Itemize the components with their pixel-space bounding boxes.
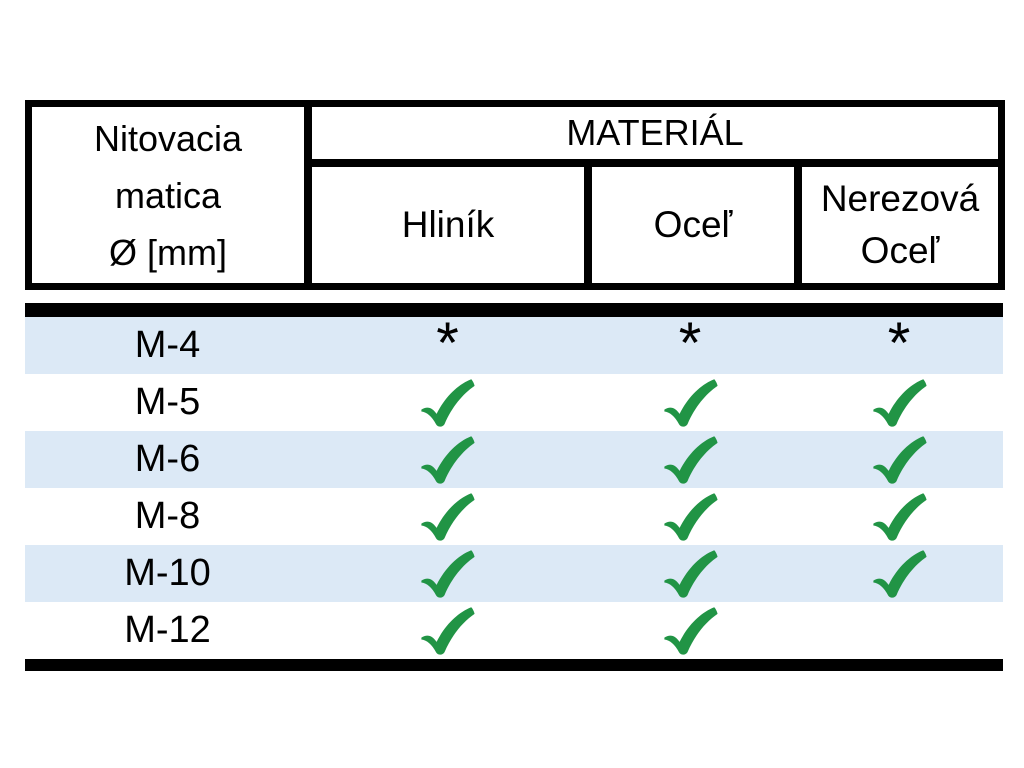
asterisk-mark: * bbox=[887, 311, 911, 376]
asterisk-mark: * bbox=[678, 311, 702, 376]
check-icon bbox=[663, 492, 718, 541]
row-header-cell: Nitovacia matica Ø [mm] bbox=[32, 107, 304, 283]
cell-nerezova bbox=[795, 431, 1003, 488]
cell-hlinik bbox=[310, 602, 585, 659]
cell-hlinik bbox=[310, 374, 585, 431]
cell-nerezova bbox=[795, 602, 1003, 659]
col-header-ocel: Oceľ bbox=[592, 167, 794, 283]
row-header-line1: Nitovacia bbox=[93, 117, 243, 159]
check-icon bbox=[421, 549, 475, 598]
check-icon bbox=[663, 549, 718, 598]
cell-hlinik bbox=[310, 545, 585, 602]
row-header-line3: Ø [mm] bbox=[109, 231, 227, 273]
cell-hlinik bbox=[310, 488, 585, 545]
row-label: M-12 bbox=[124, 609, 211, 651]
check-icon bbox=[663, 435, 718, 484]
cell-ocel bbox=[585, 374, 795, 431]
table-row-m12: M-12 bbox=[25, 602, 1003, 659]
row-label: M-4 bbox=[134, 324, 201, 366]
check-icon bbox=[872, 378, 927, 427]
header-table: Nitovacia matica Ø [mm] MATERIÁL Hliník … bbox=[25, 100, 1005, 290]
cell-hlinik: * bbox=[310, 311, 585, 376]
check-icon bbox=[872, 435, 927, 484]
check-icon bbox=[663, 606, 718, 655]
col-header-nerezova-ocel: Nerezová Oceľ bbox=[802, 167, 998, 283]
check-icon bbox=[421, 378, 475, 427]
cell-nerezova: * bbox=[795, 311, 1003, 376]
cell-ocel bbox=[585, 431, 795, 488]
cell-nerezova bbox=[795, 374, 1003, 431]
check-icon bbox=[421, 435, 475, 484]
cell-hlinik bbox=[310, 431, 585, 488]
table-row-m4: M-4 * * * bbox=[25, 311, 1003, 376]
cell-ocel bbox=[585, 545, 795, 602]
cell-nerezova bbox=[795, 545, 1003, 602]
material-group-header: MATERIÁL bbox=[312, 107, 998, 159]
check-icon bbox=[872, 492, 927, 541]
check-icon bbox=[663, 378, 718, 427]
top-divider-bar bbox=[25, 303, 1003, 317]
check-icon bbox=[421, 492, 475, 541]
cell-nerezova bbox=[795, 488, 1003, 545]
check-icon bbox=[872, 549, 927, 598]
table-row-m5: M-5 bbox=[25, 374, 1003, 431]
row-label: M-6 bbox=[134, 438, 201, 480]
table-row-m10: M-10 bbox=[25, 545, 1003, 602]
cell-ocel: * bbox=[585, 311, 795, 376]
cell-ocel bbox=[585, 488, 795, 545]
body-table: M-4 * * * M-5 M-6 M-8 M-10 bbox=[25, 303, 1003, 671]
row-header-line2: matica bbox=[114, 174, 222, 216]
row-label: M-10 bbox=[124, 552, 211, 594]
col-header-hlinik: Hliník bbox=[312, 167, 584, 283]
asterisk-mark: * bbox=[436, 311, 459, 376]
check-icon bbox=[421, 606, 475, 655]
cell-ocel bbox=[585, 602, 795, 659]
table-row-m6: M-6 bbox=[25, 431, 1003, 488]
row-label: M-5 bbox=[134, 381, 201, 423]
table-row-m8: M-8 bbox=[25, 488, 1003, 545]
row-label: M-8 bbox=[134, 495, 201, 537]
bottom-divider-bar bbox=[25, 659, 1003, 671]
